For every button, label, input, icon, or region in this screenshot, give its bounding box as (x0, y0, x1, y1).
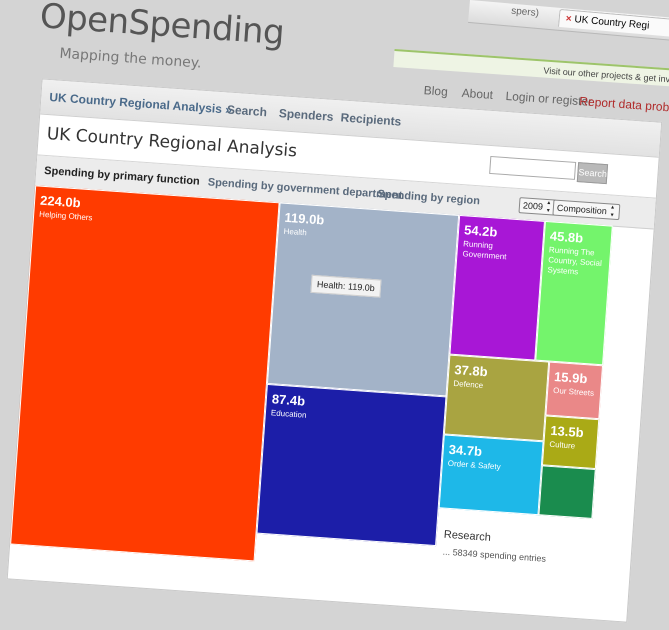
tab-government-department[interactable]: Spending by government department (207, 176, 403, 202)
nav-report-data-problems[interactable]: Report data problems (578, 94, 669, 117)
cell-value: 13.5b (549, 422, 585, 441)
mode-select[interactable]: Composition (552, 199, 621, 221)
tab-region[interactable]: Spending by region (377, 188, 481, 208)
cell-value: 45.8b (549, 228, 584, 246)
cell-value: 15.9b (553, 368, 588, 387)
page-title: UK Country Regional Analysis (46, 123, 298, 162)
treemap-cell-running-the-country[interactable]: 45.8b Running The Country, Social System… (535, 220, 613, 366)
search-input[interactable] (489, 155, 577, 180)
cell-label: Running The Country, Social Systems (547, 245, 603, 277)
treemap-cell-health[interactable]: 119.0b Health (266, 202, 460, 397)
treemap-cell-culture[interactable]: 13.5b Culture (541, 415, 600, 470)
subnav-search[interactable]: Search (226, 102, 268, 120)
subnav-recipients[interactable]: Recipients (340, 110, 402, 129)
cell-value (547, 473, 589, 476)
site-logo[interactable]: OpenSpending (38, 0, 286, 54)
breadcrumb[interactable]: UK Country Regional Analysis » (48, 90, 233, 117)
treemap-cell-defence[interactable]: 37.8b Defence (443, 354, 550, 442)
nav-about[interactable]: About (461, 85, 494, 102)
year-select[interactable]: 2009 (518, 197, 557, 216)
main-content: UK Country Regional Analysis » Search Sp… (6, 78, 663, 623)
visit-projects-bar: Visit our other projects & get involved … (393, 49, 669, 88)
treemap-cell-order-safety[interactable]: 34.7b Order & Safety (438, 434, 544, 516)
treemap-cell-helping-others[interactable]: 224.0b Helping Others (10, 185, 280, 562)
treemap: 224.0b Helping Others 119.0b Health 87.4… (7, 185, 653, 627)
search-button[interactable]: Search (576, 162, 609, 185)
nav-blog[interactable]: Blog (423, 83, 449, 99)
cell-label (547, 475, 589, 478)
cell-label: Running Government (462, 239, 507, 262)
cell-label: Our Streets (552, 385, 595, 398)
subnav-spenders[interactable]: Spenders (278, 106, 334, 124)
treemap-cell-our-streets[interactable]: 15.9b Our Streets (545, 361, 604, 420)
page: OpenSpending Mapping the money. Visit ou… (0, 0, 669, 613)
treemap-cell-small[interactable] (538, 465, 596, 519)
close-tab-icon[interactable]: × (565, 13, 573, 25)
cell-label: Culture (549, 439, 576, 451)
treemap-cell-education[interactable]: 87.4b Education (256, 383, 447, 547)
site-tagline: Mapping the money. (58, 45, 203, 72)
tab-primary-function[interactable]: Spending by primary function (43, 164, 201, 188)
previous-tab-label[interactable]: spers) (510, 5, 540, 20)
treemap-cell-running-government[interactable]: 54.2b Running Government (449, 214, 545, 361)
